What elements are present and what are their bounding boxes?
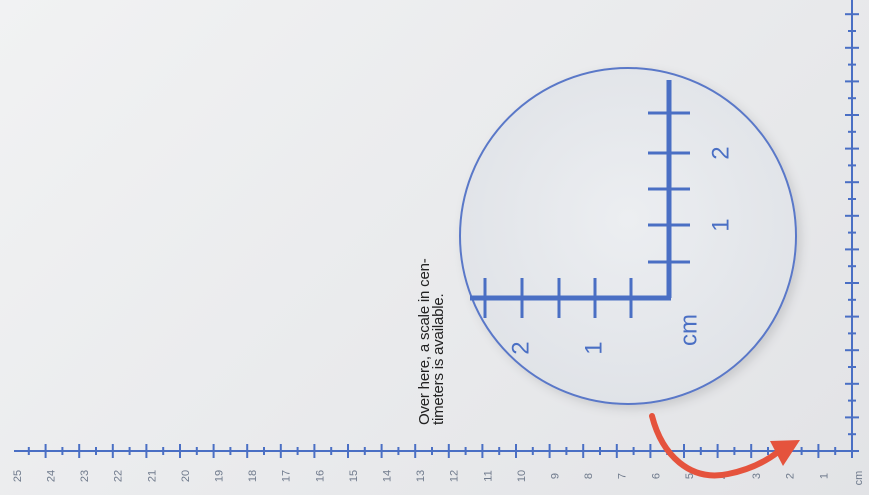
ruler-scale-label: 7 (617, 473, 629, 479)
ruler-scale-label: 23 (79, 470, 91, 482)
ruler-scale-label: 21 (146, 470, 158, 482)
ruler-scale-label: 10 (516, 470, 528, 482)
ruler-scale-label: 5 (684, 473, 696, 479)
ruler-scale-label: 16 (314, 470, 326, 482)
magnifier: 1 2 1 2 cm (459, 67, 797, 405)
ruler-scale-labels: 25 24 23 22 21 20 19 18 17 16 15 14 13 12 11 10 9 8 7 6 5 4 3 2… (12, 470, 830, 482)
ruler-scale-label: 15 (348, 470, 360, 482)
magnifier-label-v2: 2 (707, 146, 734, 159)
ruler-scale-label: 18 (247, 470, 259, 482)
magnifier-lens (459, 67, 797, 405)
curved-arrow-icon (649, 413, 800, 479)
ruler-scale-label: 12 (449, 470, 461, 482)
ruler-scale-label: 22 (113, 470, 125, 482)
ruler-scale-label: 25 (12, 470, 24, 482)
magnifier-ticks (483, 111, 690, 318)
ruler-scale-label: 1 (818, 473, 830, 479)
ruler-scale-label: 24 (46, 470, 58, 482)
ruler-scale-label: 3 (751, 473, 763, 479)
ruler-unit-label: cm (853, 471, 865, 486)
magnifier-label-h2: 2 (507, 341, 534, 354)
magnifier-unit-label: cm (675, 314, 702, 346)
ruler-scale-label: 6 (650, 473, 662, 479)
ruler-scale-label: 13 (415, 470, 427, 482)
centimeter-ruler (14, 0, 859, 458)
ruler-scale-label: 19 (214, 470, 226, 482)
ruler-scale-label: 2 (785, 473, 797, 479)
caption-line-2: timeters is available. (430, 293, 447, 426)
ruler-scale-label: 17 (281, 470, 293, 482)
caption: Over here, a scale in cen- timeters is a… (416, 185, 447, 426)
ruler-scale-label: 14 (382, 470, 394, 482)
magnifier-label-v1: 1 (707, 218, 734, 231)
ruler-vertical-ticks (845, 13, 859, 452)
ruler-scale-label: 11 (482, 470, 494, 481)
ruler-scale-label: 20 (180, 470, 192, 482)
ruler-scale-label: 8 (583, 473, 595, 479)
ruler-scale-label: 9 (550, 473, 562, 479)
magnifier-label-h1: 1 (580, 341, 607, 354)
